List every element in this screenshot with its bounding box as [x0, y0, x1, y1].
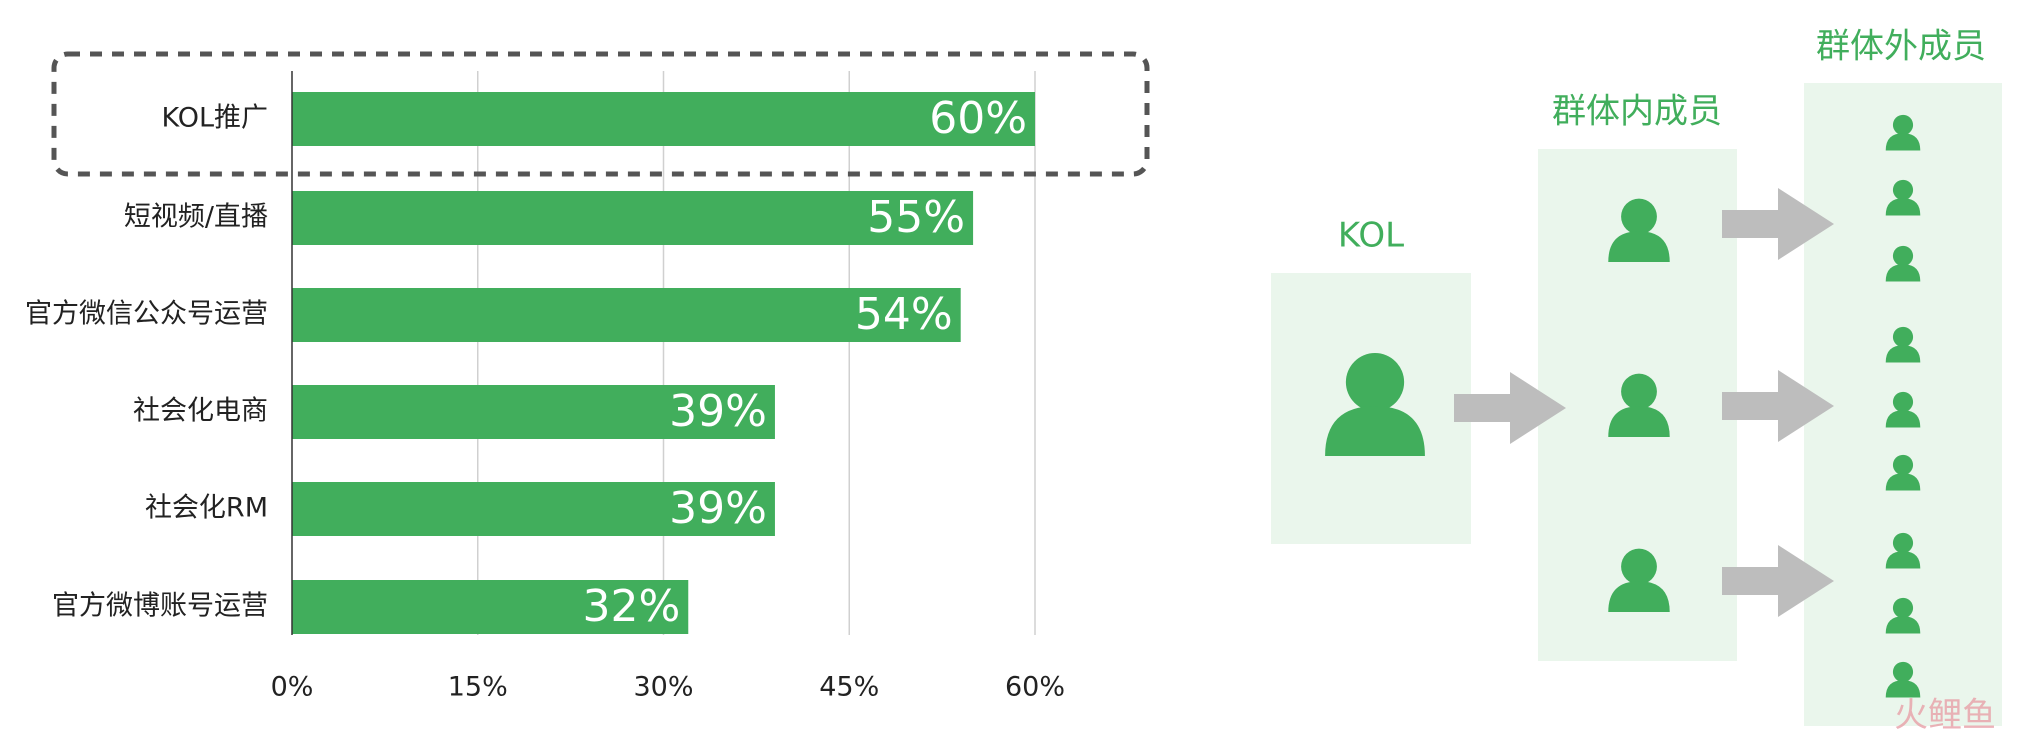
- x-tick-label: 60%: [1005, 672, 1065, 703]
- bar: [292, 191, 974, 245]
- y-tick-label: 官方微信公众号运营: [25, 299, 268, 330]
- highlight-box: [51, 51, 1150, 177]
- outer-label: 群体外成员: [1816, 27, 1986, 67]
- y-tick-label: 社会化电商: [133, 396, 268, 427]
- x-tick-label: 15%: [448, 672, 508, 703]
- bar: [292, 385, 775, 439]
- diagram: KOL 群体内成员 群体外成员 火鲤鱼: [1271, 27, 2002, 736]
- arrow: [1722, 188, 1834, 260]
- bar-chart: 0% 15% 30% 45% 60% KOL推广 60% 短视频/直播 55% 官方微信公众号运营…: [25, 71, 1065, 703]
- bar: [292, 580, 689, 634]
- y-tick-label: 官方微博账号运营: [52, 591, 268, 622]
- arrow: [1454, 372, 1566, 444]
- x-tick-label: 45%: [819, 672, 879, 703]
- arrow: [1722, 545, 1834, 617]
- y-tick-label: 社会化RM: [145, 493, 268, 524]
- x-tick-label: 0%: [271, 672, 314, 703]
- value-label: 55%: [867, 192, 965, 243]
- value-label: 54%: [855, 289, 953, 340]
- bar: [292, 92, 1035, 146]
- value-label: 39%: [669, 483, 767, 534]
- bar: [292, 482, 775, 536]
- value-label: 32%: [582, 581, 680, 632]
- inner-label: 群体内成员: [1552, 92, 1722, 132]
- y-tick-label: KOL推广: [161, 103, 268, 134]
- watermark: 火鲤鱼: [1894, 696, 1996, 736]
- x-tick-label: 30%: [633, 672, 693, 703]
- kol-label: KOL: [1338, 216, 1404, 256]
- bar: [292, 288, 961, 342]
- value-label: 39%: [669, 386, 767, 437]
- arrow: [1722, 370, 1834, 442]
- arrows: [1454, 188, 1834, 617]
- value-label: 60%: [929, 93, 1027, 144]
- y-tick-label: 短视频/直播: [124, 202, 268, 233]
